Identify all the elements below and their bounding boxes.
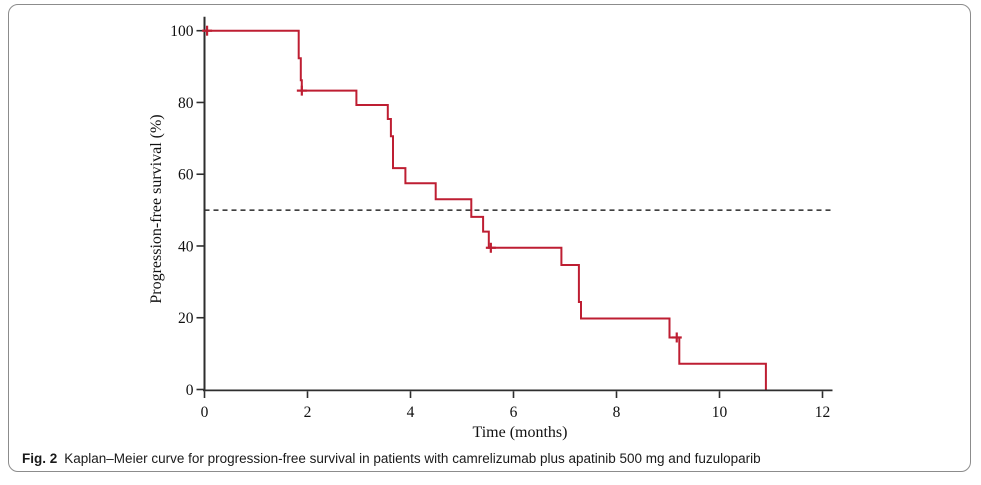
y-axis-title: Progression-free survival (%) [148,114,165,304]
x-tick-label: 2 [304,404,312,421]
figure-caption: Fig. 2 Kaplan–Meier curve for progression… [22,451,761,466]
x-tick-label: 12 [815,404,831,421]
x-axis-title: Time (months) [472,424,568,441]
x-tick-label: 6 [510,404,518,421]
x-tick-label: 8 [613,404,621,421]
y-tick-label: 60 [178,167,194,184]
y-tick-label: 100 [170,23,194,40]
x-tick-label: 10 [712,404,728,421]
y-tick-label: 80 [178,95,194,112]
x-tick-label: 0 [201,404,209,421]
figure-caption-text: Kaplan–Meier curve for progression-free … [64,451,761,466]
figure-border [8,4,971,472]
figure-caption-label: Fig. 2 [22,451,58,466]
y-tick-label: 20 [178,310,194,327]
y-tick-label: 0 [186,382,194,399]
x-tick-label: 4 [407,404,415,421]
y-tick-label: 40 [178,238,194,255]
